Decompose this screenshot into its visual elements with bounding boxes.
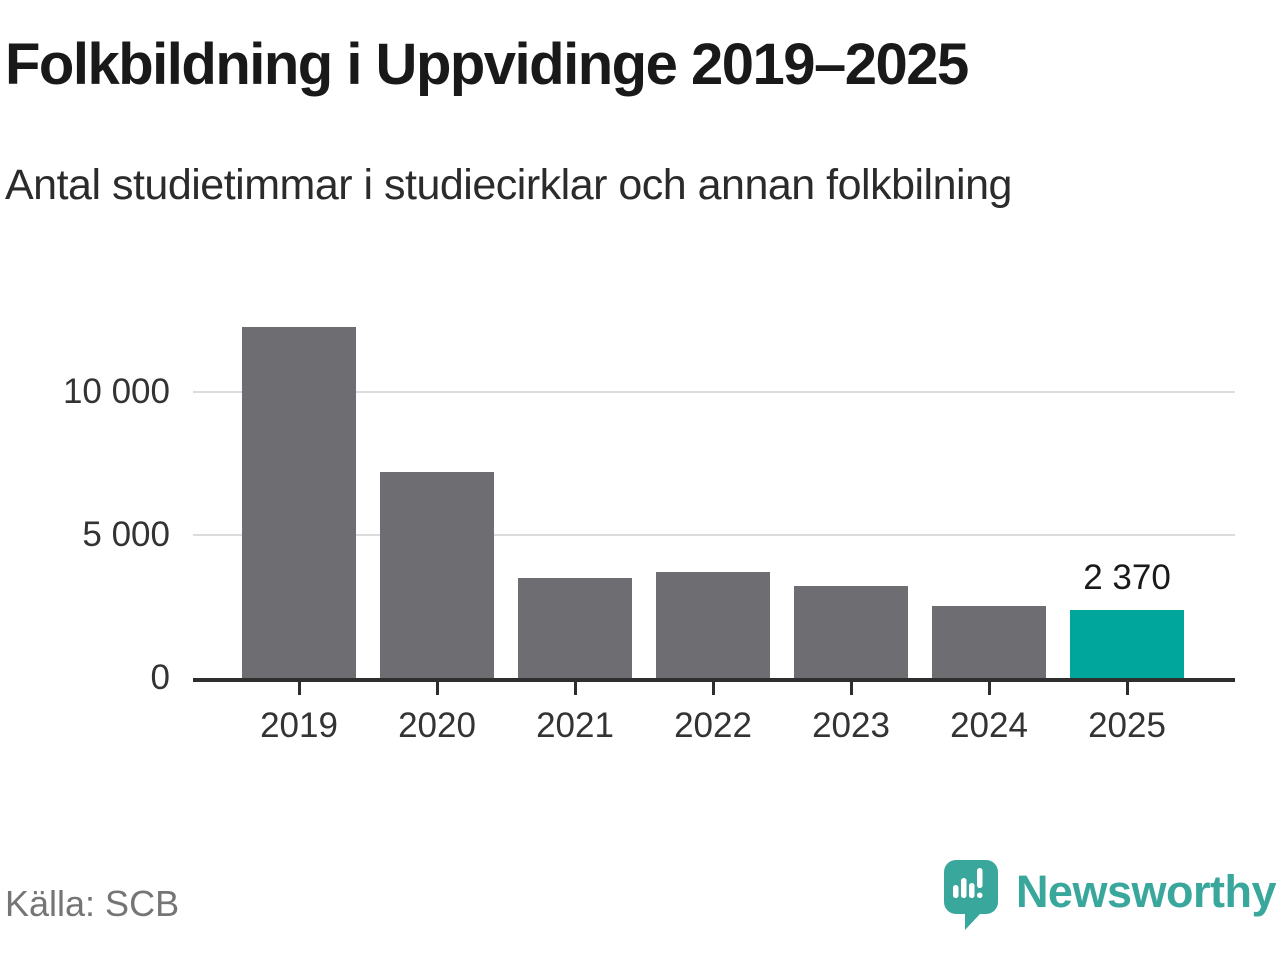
x-tick-2025 bbox=[1125, 682, 1129, 695]
x-tick-label-2022: 2022 bbox=[674, 706, 752, 745]
bar-2022 bbox=[656, 572, 770, 678]
bar-2020 bbox=[380, 472, 494, 678]
value-label-2025: 2 370 bbox=[1083, 558, 1171, 598]
bar-2021 bbox=[518, 578, 632, 678]
bar-chart: 2019 2020 2021 2022 2023 2024 2025 2 370 0 5 000… bbox=[0, 280, 1280, 760]
x-tick-label-2023: 2023 bbox=[812, 706, 890, 745]
bar-2025 bbox=[1070, 610, 1184, 678]
y-tick-label-5000: 5 000 bbox=[82, 514, 170, 554]
x-tick-2020 bbox=[435, 682, 439, 695]
bar-2019 bbox=[242, 327, 356, 678]
newsworthy-logo-icon bbox=[943, 860, 998, 930]
x-tick-2022 bbox=[711, 682, 715, 695]
gridline-5000 bbox=[193, 533, 1235, 536]
x-tick-label-2021: 2021 bbox=[536, 706, 614, 745]
y-tick-label-0: 0 bbox=[150, 658, 170, 697]
x-tick-2019 bbox=[297, 682, 301, 695]
x-tick-2021 bbox=[573, 682, 577, 695]
gridline-10000 bbox=[193, 390, 1235, 393]
x-tick-label-2019: 2019 bbox=[260, 706, 338, 745]
bar-2023 bbox=[794, 586, 908, 678]
x-tick-2023 bbox=[849, 682, 853, 695]
source-credit: Källa: SCB bbox=[5, 883, 180, 924]
x-tick-2024 bbox=[987, 682, 991, 695]
plot-area: 2019 2020 2021 2022 2023 2024 2025 2 370 bbox=[193, 280, 1235, 745]
newsworthy-brand: Newsworthy bbox=[943, 860, 1277, 932]
x-tick-label-2020: 2020 bbox=[398, 706, 476, 745]
chart-title: Folkbildning i Uppvidinge 2019–2025 bbox=[5, 32, 969, 97]
x-axis-line bbox=[193, 678, 1235, 682]
x-tick-label-2025: 2025 bbox=[1088, 706, 1166, 745]
bar-2024 bbox=[932, 606, 1046, 678]
y-tick-label-10000: 10 000 bbox=[62, 371, 170, 411]
brand-name: Newsworthy bbox=[1015, 866, 1277, 917]
chart-subtitle: Antal studietimmar i studiecirklar och a… bbox=[5, 161, 1012, 209]
x-tick-label-2024: 2024 bbox=[950, 706, 1028, 745]
